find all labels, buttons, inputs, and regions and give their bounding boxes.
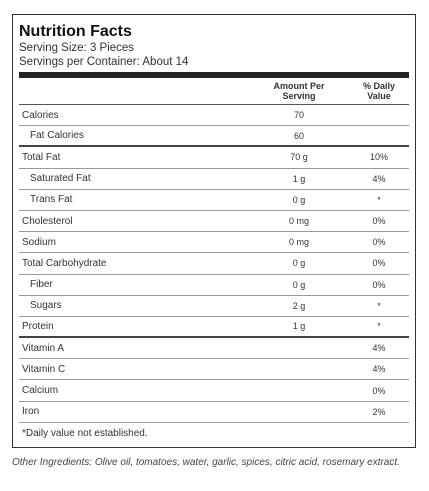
- table-row: Calcium 0%: [19, 380, 409, 402]
- header-amount-line1: Amount Per: [273, 81, 325, 91]
- row-dv: *: [377, 321, 381, 332]
- row-amount: 60: [293, 130, 304, 141]
- row-name: Vitamin C: [22, 363, 66, 375]
- row-amount: 0 g: [292, 279, 306, 290]
- table-row: Vitamin A 4%: [19, 338, 409, 360]
- row-amount: 1 g: [292, 173, 306, 184]
- row-dv: *: [377, 300, 381, 311]
- row-name: Total Carbohydrate: [22, 257, 107, 269]
- nutrition-title: Nutrition Facts: [19, 23, 132, 40]
- row-name: Fiber: [30, 279, 53, 291]
- row-amount: 0 g: [292, 194, 306, 205]
- other-ingredients: Other Ingredients: Olive oil, tomatoes, …: [12, 457, 400, 468]
- table-row: Sugars 2 g *: [19, 296, 409, 317]
- table-header: Amount Per Serving % Daily Value: [19, 78, 409, 105]
- header-dv-line1: % Daily: [362, 81, 395, 91]
- table-row: Cholesterol 0 mg 0%: [19, 211, 409, 233]
- row-amount: 0 mg: [288, 237, 309, 248]
- row-dv: 2%: [372, 406, 386, 417]
- row-amount: 2 g: [292, 300, 306, 311]
- row-amount: 0 g: [292, 258, 306, 269]
- row-name: Trans Fat: [30, 194, 73, 206]
- row-dv: 0%: [372, 385, 386, 396]
- row-name: Cholesterol: [22, 215, 73, 227]
- table-row: Vitamin C 4%: [19, 359, 409, 381]
- row-dv: 4%: [372, 173, 386, 184]
- serving-size: Serving Size: 3 Pieces: [19, 42, 135, 54]
- divider-bar: [19, 72, 409, 78]
- table-row: Calories 70: [19, 105, 409, 127]
- row-name: Protein: [22, 320, 54, 332]
- row-dv: 0%: [372, 279, 386, 290]
- row-dv: 0%: [372, 237, 386, 248]
- table-row: Sodium 0 mg 0%: [19, 232, 409, 254]
- table-row: Total Fat 70 g 10%: [19, 147, 409, 169]
- table-row: Fat Calories 60: [19, 126, 409, 148]
- footnote: *Daily value not established.: [22, 427, 148, 439]
- header-amount: Amount Per Serving: [249, 81, 349, 101]
- row-amount: 0 mg: [288, 216, 309, 227]
- row-amount: 70 g: [290, 152, 308, 163]
- header-amount-line2: Serving: [282, 91, 316, 101]
- row-name: Calcium: [22, 385, 59, 397]
- row-name: Iron: [22, 406, 40, 418]
- table-row: Total Carbohydrate 0 g 0%: [19, 253, 409, 275]
- row-dv: 0%: [372, 258, 386, 269]
- row-name: Sugars: [30, 300, 62, 312]
- row-name: Saturated Fat: [30, 173, 91, 185]
- row-amount: 70: [293, 110, 304, 121]
- table-row: Trans Fat 0 g *: [19, 190, 409, 211]
- header-dv-line2: Value: [367, 91, 391, 101]
- table-row: Iron 2%: [19, 402, 409, 423]
- row-name: Calories: [22, 109, 59, 121]
- row-amount: 1 g: [292, 321, 306, 332]
- row-name: Fat Calories: [30, 130, 84, 142]
- table-row: Protein 1 g *: [19, 317, 409, 339]
- row-name: Total Fat: [22, 151, 61, 163]
- row-dv: 4%: [372, 343, 386, 354]
- row-name: Sodium: [22, 236, 56, 248]
- row-dv: 4%: [372, 364, 386, 375]
- row-dv: *: [377, 194, 381, 205]
- nutrition-facts-panel: Nutrition Facts Serving Size: 3 Pieces S…: [12, 14, 416, 448]
- table-row: Fiber 0 g 0%: [19, 275, 409, 296]
- row-dv: 10%: [369, 152, 388, 163]
- header-daily-value: % Daily Value: [349, 81, 409, 101]
- row-name: Vitamin A: [22, 342, 65, 354]
- table-row: Saturated Fat 1 g 4%: [19, 169, 409, 190]
- servings-per-container: Servings per Container: About 14: [19, 56, 189, 68]
- row-dv: 0%: [372, 216, 386, 227]
